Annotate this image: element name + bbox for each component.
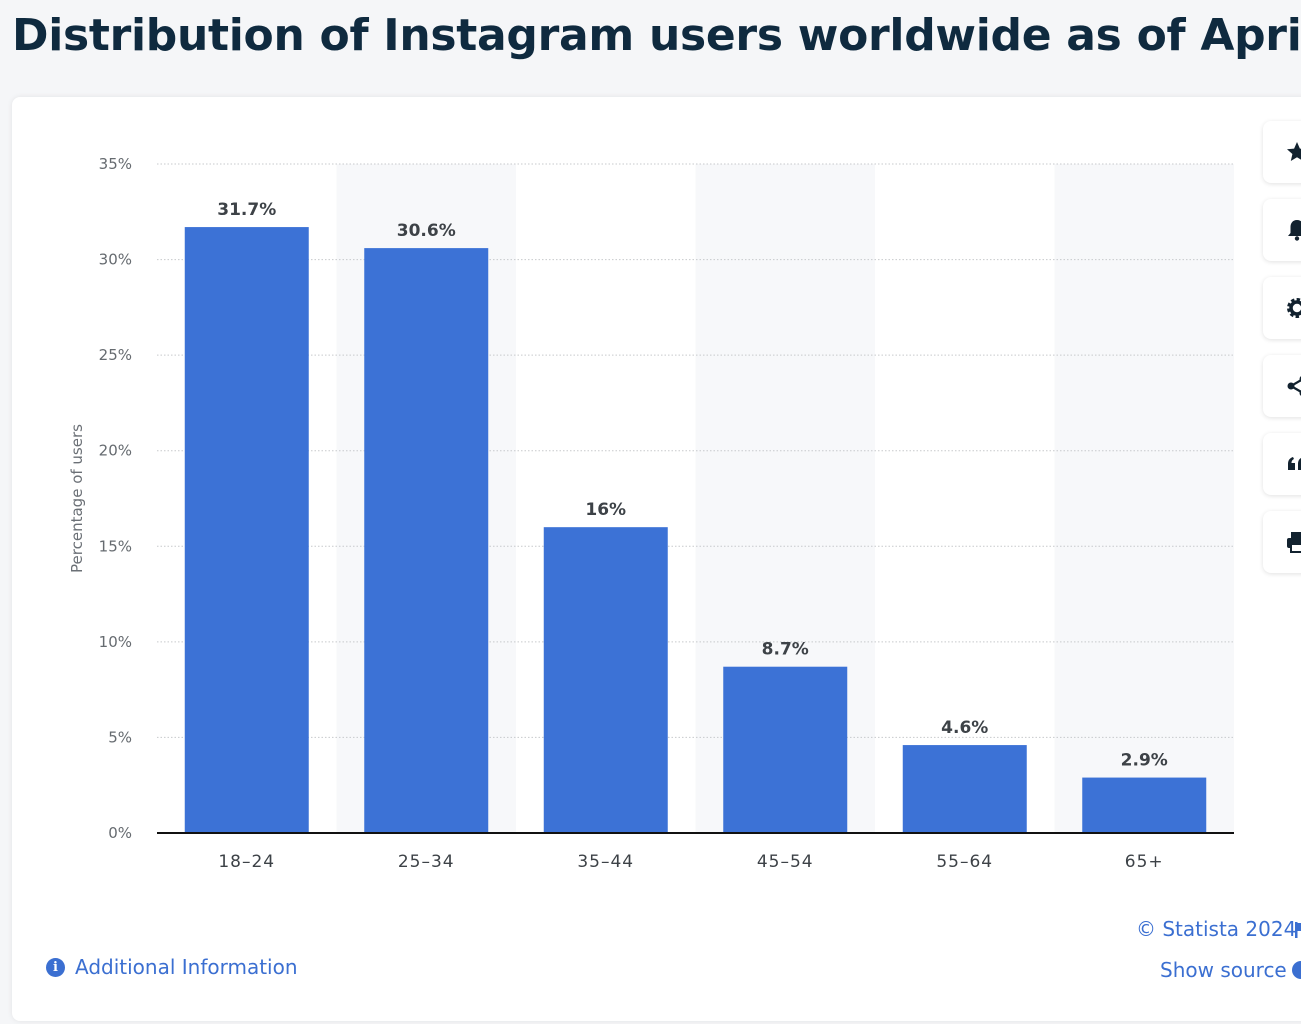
- data-label: 2.9%: [1121, 751, 1168, 771]
- show-source-link[interactable]: Show source: [1160, 958, 1287, 982]
- y-tick-label: 30%: [99, 251, 132, 269]
- x-tick-label: 55–64: [936, 852, 993, 872]
- data-label: 4.6%: [941, 718, 988, 738]
- x-tick-label: 25–34: [398, 852, 455, 872]
- data-label: 16%: [585, 500, 626, 520]
- favorite-button[interactable]: [1263, 121, 1301, 183]
- bar: [364, 248, 489, 834]
- star-icon: [1287, 142, 1301, 161]
- y-tick-label: 0%: [108, 824, 132, 842]
- y-axis-label: Percentage of users: [68, 424, 86, 573]
- cite-button[interactable]: [1263, 433, 1301, 495]
- bar: [1082, 777, 1207, 833]
- category-band: [1054, 164, 1234, 833]
- x-tick-label: 35–44: [577, 852, 634, 872]
- y-tick-label: 15%: [99, 537, 132, 555]
- printer-icon: [1287, 532, 1301, 553]
- settings-button[interactable]: [1263, 277, 1301, 339]
- chart-card: 0% 5% 10% 15% 20% 25% 30% 35% Percentage of user…: [12, 97, 1301, 1021]
- bar: [902, 745, 1027, 833]
- additional-information-link[interactable]: Additional Information: [75, 955, 298, 979]
- copyright-link[interactable]: © Statista 2024: [1136, 917, 1297, 941]
- data-label: 30.6%: [397, 221, 456, 241]
- bell-icon: [1288, 220, 1301, 241]
- bar: [184, 227, 309, 833]
- y-tick-label: 10%: [99, 633, 132, 651]
- bar: [723, 666, 848, 833]
- info-icon: i: [46, 957, 65, 977]
- print-button[interactable]: [1263, 511, 1301, 573]
- y-tick-label: 5%: [108, 728, 132, 746]
- y-tick-label: 20%: [99, 442, 132, 460]
- share-button[interactable]: [1263, 355, 1301, 417]
- data-label: 8.7%: [762, 640, 809, 660]
- gear-icon: [1287, 298, 1301, 318]
- bar: [543, 527, 668, 833]
- y-tick-label: 35%: [99, 155, 132, 173]
- x-tick-label: 65+: [1125, 852, 1164, 872]
- data-label: 31.7%: [217, 200, 276, 220]
- x-tick-label: 45–54: [757, 852, 814, 872]
- flag-icon[interactable]: [1293, 920, 1301, 940]
- share-icon: [1287, 376, 1301, 396]
- y-tick-label: 25%: [99, 346, 132, 364]
- quote-icon: [1288, 457, 1301, 470]
- additional-information[interactable]: i Additional Information: [46, 955, 298, 979]
- bar-chart: 0% 5% 10% 15% 20% 25% 30% 35% Percentage of user…: [68, 155, 1234, 872]
- page-title: Distribution of Instagram users worldwid…: [12, 10, 1301, 61]
- x-tick-label: 18–24: [218, 852, 275, 872]
- info-circle-icon[interactable]: [1290, 960, 1301, 980]
- notification-button[interactable]: [1263, 199, 1301, 261]
